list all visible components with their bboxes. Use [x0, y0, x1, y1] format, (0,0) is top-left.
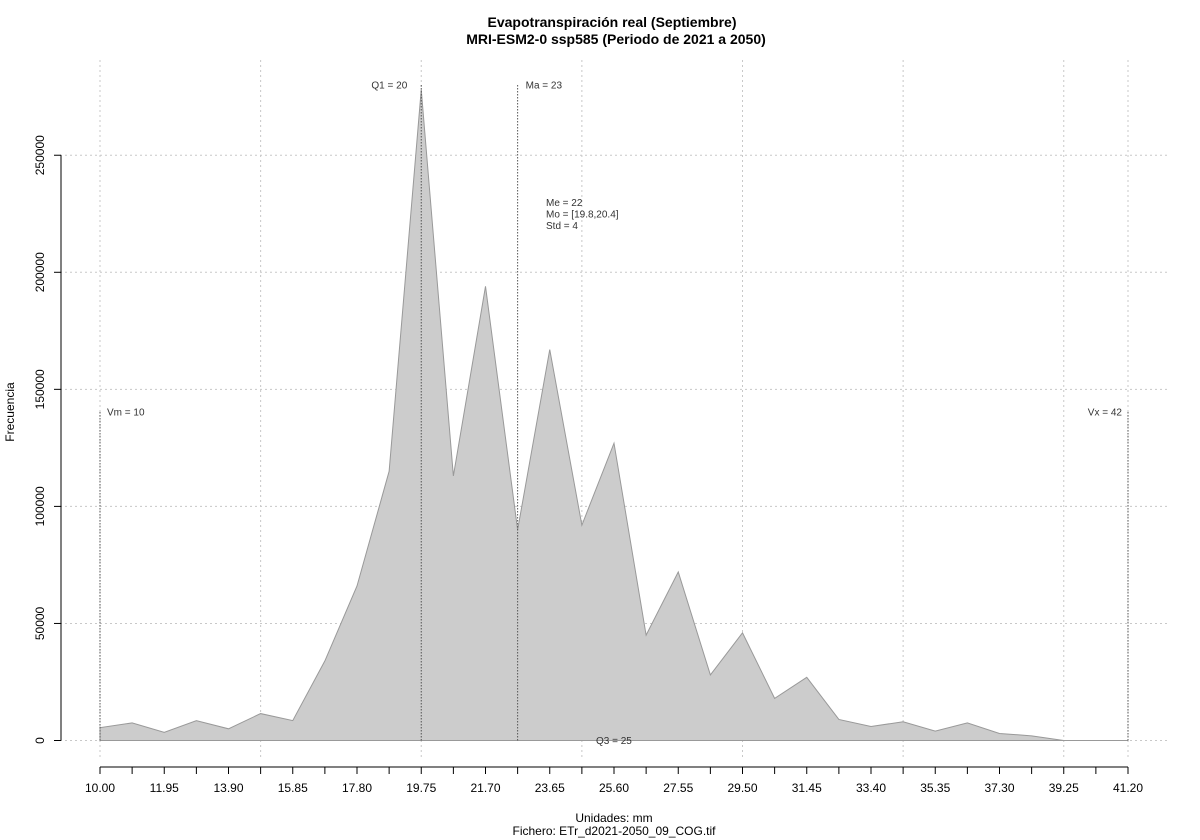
ref-line-label: Q1 = 20 [371, 81, 407, 92]
q3-label: Q3 = 25 [596, 736, 632, 747]
x-tick-label: 33.40 [856, 781, 886, 795]
x-tick-label: 11.95 [150, 781, 179, 795]
stat-line: Me = 22 [546, 198, 583, 209]
stat-line: Std = 4 [546, 221, 578, 232]
area-series [99, 89, 1128, 741]
ref-line-label: Vx = 42 [1088, 408, 1123, 419]
stat-line: Mo = [19.8,20.4] [546, 210, 619, 221]
x-tick-label: 25.60 [599, 781, 629, 795]
y-tick-label: 50000 [33, 606, 47, 640]
y-tick-label: 200000 [33, 252, 47, 292]
y-axis-label: Frecuencia [3, 382, 17, 442]
histogram-area [99, 89, 1128, 741]
chart-subtitle: MRI-ESM2-0 ssp585 (Periodo de 2021 a 205… [466, 31, 766, 47]
x-tick-label: 17.80 [342, 781, 372, 795]
y-tick-label: 250000 [33, 135, 47, 175]
file-caption: Fichero: ETr_d2021-2050_09_COG.tif [513, 824, 717, 838]
x-tick-label: 23.65 [535, 781, 565, 795]
chart-title: Evapotranspiración real (Septiembre) [488, 14, 737, 30]
x-tick-label: 13.90 [213, 781, 243, 795]
y-tick-label: 100000 [33, 486, 47, 526]
y-tick-label: 150000 [33, 369, 47, 409]
x-axis: 10.00 11.95 13.90 15.85 17.80 19.75 21.70 23.65… [85, 766, 1143, 795]
ref-line-label: Vm = 10 [107, 408, 145, 419]
y-tick-label: 0 [33, 737, 47, 744]
x-tick-label: 31.45 [792, 781, 822, 795]
x-tick-label: 19.75 [406, 781, 436, 795]
x-axis-label: Unidades: mm [575, 811, 652, 825]
y-axis: 0 50000 100000 150000 200000 250000 [33, 135, 62, 744]
x-tick-label: 15.85 [278, 781, 308, 795]
x-tick-label: 39.25 [1049, 781, 1079, 795]
x-tick-label: 37.30 [984, 781, 1014, 795]
x-tick-label: 35.35 [920, 781, 950, 795]
x-tick-label: 10.00 [85, 781, 115, 795]
reference-lines: Vm = 10 Q1 = 20 Ma = 23 Vx = 42 Q3 = 25 [99, 81, 1129, 747]
x-tick-label: 21.70 [470, 781, 500, 795]
x-tick-label: 27.55 [663, 781, 693, 795]
x-tick-label: 41.20 [1113, 781, 1143, 795]
ref-line-label: Ma = 23 [526, 81, 563, 92]
x-tick-label: 29.50 [727, 781, 757, 795]
